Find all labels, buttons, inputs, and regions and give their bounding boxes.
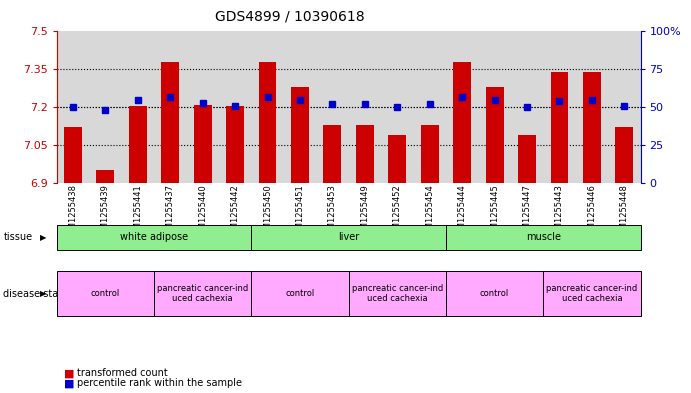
Bar: [583, 72, 600, 183]
Bar: [89, 31, 122, 183]
Bar: [381, 31, 413, 183]
Text: pancreatic cancer-ind
uced cachexia: pancreatic cancer-ind uced cachexia: [157, 284, 248, 303]
Bar: [518, 135, 536, 183]
Bar: [486, 87, 504, 183]
Text: transformed count: transformed count: [77, 368, 168, 378]
Text: percentile rank within the sample: percentile rank within the sample: [77, 378, 243, 388]
Bar: [252, 31, 284, 183]
Bar: [187, 31, 219, 183]
Bar: [122, 31, 154, 183]
Bar: [608, 31, 641, 183]
Text: pancreatic cancer-ind
uced cachexia: pancreatic cancer-ind uced cachexia: [352, 284, 443, 303]
Bar: [193, 105, 211, 183]
Bar: [388, 135, 406, 183]
Text: ■: ■: [64, 378, 74, 388]
Text: control: control: [480, 289, 509, 298]
Bar: [446, 31, 478, 183]
Bar: [161, 62, 179, 183]
Bar: [453, 62, 471, 183]
Text: ▶: ▶: [40, 233, 46, 242]
Bar: [97, 170, 114, 183]
Text: disease state: disease state: [3, 289, 68, 299]
Text: muscle: muscle: [526, 232, 560, 242]
Bar: [616, 127, 633, 183]
Text: tissue: tissue: [3, 232, 32, 242]
Bar: [551, 72, 569, 183]
Text: liver: liver: [338, 232, 359, 242]
Text: ■: ■: [64, 368, 74, 378]
Bar: [413, 31, 446, 183]
Text: control: control: [285, 289, 314, 298]
Bar: [323, 125, 341, 183]
Bar: [57, 31, 89, 183]
Text: white adipose: white adipose: [120, 232, 188, 242]
Bar: [478, 31, 511, 183]
Bar: [64, 127, 82, 183]
Bar: [421, 125, 439, 183]
Bar: [284, 31, 316, 183]
Bar: [154, 31, 187, 183]
Bar: [291, 87, 309, 183]
Text: control: control: [91, 289, 120, 298]
Bar: [219, 31, 252, 183]
Bar: [258, 62, 276, 183]
Bar: [511, 31, 543, 183]
Bar: [543, 31, 576, 183]
Bar: [356, 125, 374, 183]
Bar: [129, 106, 146, 183]
Bar: [226, 106, 244, 183]
Bar: [348, 31, 381, 183]
Bar: [576, 31, 608, 183]
Bar: [316, 31, 348, 183]
Text: pancreatic cancer-ind
uced cachexia: pancreatic cancer-ind uced cachexia: [547, 284, 638, 303]
Text: ▶: ▶: [40, 289, 46, 298]
Text: GDS4899 / 10390618: GDS4899 / 10390618: [216, 10, 365, 24]
